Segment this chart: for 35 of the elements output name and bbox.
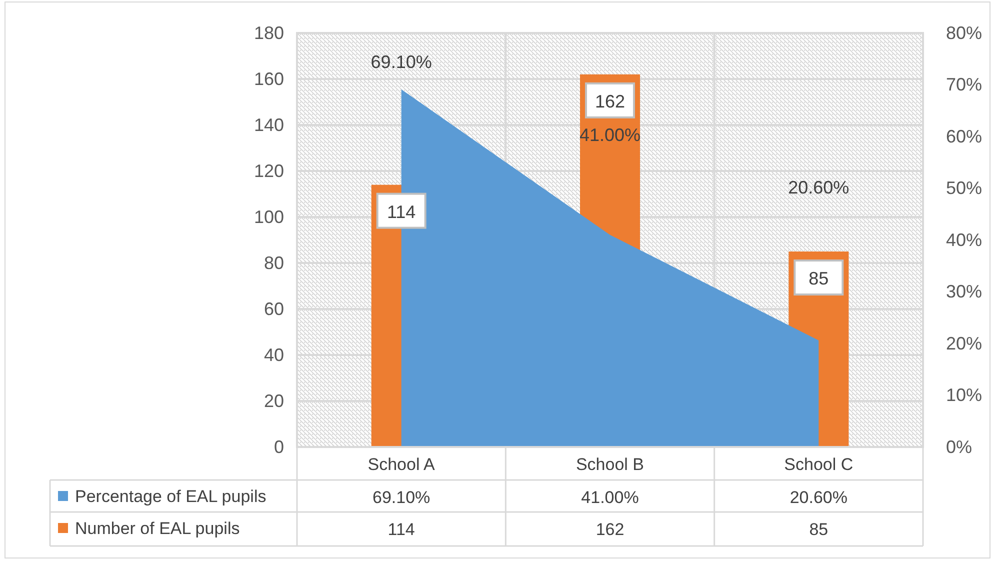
- y2-tick-label: 80%: [946, 22, 982, 43]
- data-label: 162: [596, 520, 624, 539]
- data-label: 41.00%: [581, 488, 639, 507]
- y-tick-label: 140: [254, 114, 284, 135]
- text: 85: [808, 268, 829, 288]
- text: 162: [594, 91, 626, 112]
- y2-tick-label: 20%: [946, 333, 982, 354]
- y-tick-label: 20: [264, 390, 284, 411]
- y-tick-label: 100: [254, 206, 284, 227]
- text: 114: [386, 202, 416, 222]
- data-label: 69.10%: [372, 488, 430, 507]
- y2-tick-label: 60%: [946, 126, 982, 146]
- y-tick-label: 60: [264, 298, 284, 319]
- data-label: 114: [388, 520, 415, 539]
- x-tick-label: School A: [368, 455, 436, 474]
- y-tick-label: 160: [254, 68, 284, 89]
- y-tick-label: 40: [264, 344, 284, 365]
- y-tick-label: 80: [264, 252, 284, 273]
- data-label: 85: [809, 520, 828, 539]
- text: 20.60%: [788, 178, 850, 198]
- y2-tick-label: 70%: [946, 74, 982, 95]
- y-tick-label: 180: [254, 22, 284, 43]
- y2-tick-label: 40%: [946, 230, 982, 250]
- data-label: 20.60%: [790, 488, 848, 507]
- y2-tick-label: 0%: [946, 436, 972, 457]
- y-tick-label: 0: [274, 436, 284, 457]
- legend-label: Percentage of EAL pupils: [75, 487, 266, 506]
- y-tick-label: 120: [254, 160, 284, 181]
- y2-tick-label: 10%: [946, 385, 982, 406]
- x-tick-label: School B: [576, 455, 644, 474]
- text: 69.10%: [370, 52, 432, 72]
- legend-label: Number of EAL pupils: [75, 519, 240, 538]
- y2-tick-label: 50%: [946, 178, 982, 198]
- y2-tick-label: 30%: [946, 282, 982, 302]
- x-tick-label: School C: [784, 455, 854, 474]
